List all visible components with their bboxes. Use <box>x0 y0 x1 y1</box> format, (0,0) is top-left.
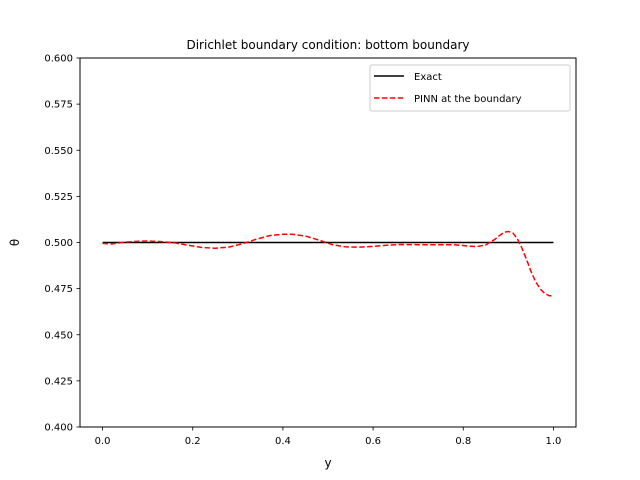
legend: Exact PINN at the boundary <box>369 64 571 112</box>
x-tick-label: 0.2 <box>185 436 201 447</box>
legend-label-exact: Exact <box>414 72 442 83</box>
y-tick-label: 0.500 <box>44 238 73 249</box>
y-tick-label: 0.600 <box>44 54 73 65</box>
y-tick-label: 0.575 <box>44 100 73 111</box>
plot-lines <box>102 230 554 297</box>
x-tick-label: 1.0 <box>546 436 562 447</box>
y-tick-label: 0.475 <box>44 284 73 295</box>
x-tick-label: 0.4 <box>275 436 291 447</box>
chart-title: Dirichlet boundary condition: bottom bou… <box>186 38 469 52</box>
y-tick-label: 0.550 <box>44 146 73 157</box>
series-line-1 <box>102 230 554 297</box>
y-tick-label: 0.425 <box>44 376 73 387</box>
legend-box <box>369 64 571 112</box>
y-tick-label: 0.450 <box>44 330 73 341</box>
x-tick-label: 0.0 <box>95 436 111 447</box>
y-axis-ticks: 0.400 0.425 0.450 0.475 0.500 0.525 0.550 0.575… <box>44 54 80 434</box>
y-tick-label: 0.400 <box>44 423 73 434</box>
x-tick-label: 0.6 <box>365 436 381 447</box>
y-tick-label: 0.525 <box>44 192 73 203</box>
legend-label-pinn: PINN at the boundary <box>414 94 522 105</box>
x-axis-ticks: 0.0 0.2 0.4 0.6 0.8 1.0 <box>95 427 562 447</box>
x-axis-label: y <box>324 456 331 470</box>
y-axis-label: θ <box>8 239 22 246</box>
x-tick-label: 0.8 <box>455 436 471 447</box>
